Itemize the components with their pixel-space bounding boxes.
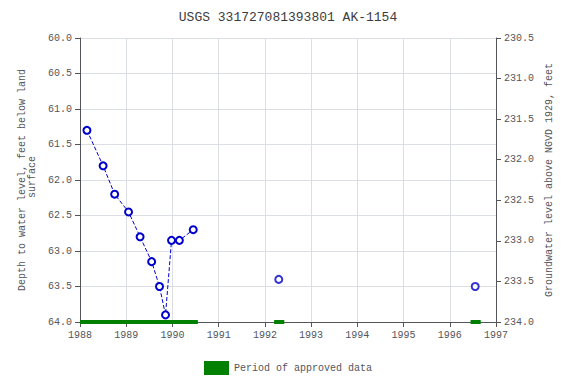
svg-text:60.5: 60.5 [48,68,72,79]
svg-text:62.5: 62.5 [48,210,72,221]
svg-text:61.0: 61.0 [48,104,72,115]
svg-text:234.0: 234.0 [504,317,534,328]
svg-text:1997: 1997 [484,330,508,341]
svg-text:233.5: 233.5 [504,276,534,287]
svg-text:64.0: 64.0 [48,317,72,328]
svg-text:1991: 1991 [207,330,231,341]
svg-text:USGS 331727081393801 AK-1154: USGS 331727081393801 AK-1154 [179,10,398,25]
svg-text:63.5: 63.5 [48,281,72,292]
svg-text:1988: 1988 [68,330,92,341]
svg-text:60.0: 60.0 [48,33,72,44]
svg-text:62.0: 62.0 [48,175,72,186]
svg-text:Groundwater level above NGVD 1: Groundwater level above NGVD 1929, feet [544,63,555,297]
svg-text:1996: 1996 [438,330,462,341]
svg-text:233.0: 233.0 [504,235,534,246]
svg-text:1993: 1993 [299,330,323,341]
svg-text:231.0: 231.0 [504,73,534,84]
svg-text:Period of approved data: Period of approved data [234,363,372,374]
svg-text:1995: 1995 [392,330,416,341]
svg-text:61.5: 61.5 [48,139,72,150]
svg-text:1992: 1992 [253,330,277,341]
svg-text:surface: surface [27,156,38,204]
svg-text:232.5: 232.5 [504,195,534,206]
svg-text:1994: 1994 [345,330,369,341]
svg-text:231.5: 231.5 [504,114,534,125]
svg-text:230.5: 230.5 [504,33,534,44]
svg-text:Depth to water level, feet bel: Depth to water level, feet below land [16,69,28,291]
svg-text:232.0: 232.0 [504,154,534,165]
svg-text:1989: 1989 [114,330,138,341]
svg-text:63.0: 63.0 [48,246,72,257]
svg-text:1990: 1990 [160,330,184,341]
